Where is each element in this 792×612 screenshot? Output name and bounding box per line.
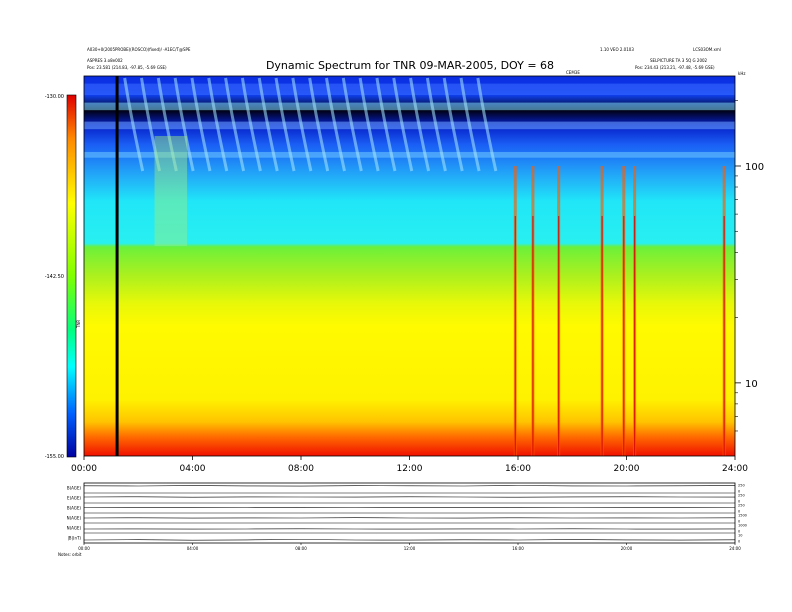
drift-streak [375, 77, 397, 172]
spectral-band [84, 83, 735, 95]
burst-core [601, 216, 603, 456]
panel-right-tick: 0 [738, 540, 740, 544]
chart-title: Dynamic Spectrum for TNR 09-MAR-2005, DO… [265, 59, 555, 72]
drift-streak [173, 77, 195, 172]
drift-streak [291, 77, 313, 172]
panel-label: B(AGE) [67, 506, 82, 511]
data-gap-line [115, 76, 119, 456]
panel-right-tick: 0 [738, 520, 740, 524]
panel-series-line [83, 539, 736, 541]
panel-right-tick: 0 [738, 510, 740, 514]
drift-streak [459, 77, 481, 172]
lower-x-tick-label: 24:00 [729, 546, 741, 551]
header-right-line3: SELPICTURE TA 3 5Q G 2002 [650, 58, 708, 63]
burst-core [723, 216, 725, 456]
lower-x-tick-label: 00:00 [78, 546, 90, 551]
lower-x-tick-label: 08:00 [295, 546, 307, 551]
panel-right-tick: 1000 [738, 524, 747, 528]
drift-streak [308, 77, 330, 172]
burst-core [532, 216, 534, 456]
drift-streak [358, 77, 380, 172]
x-tick-label: 12:00 [397, 464, 423, 474]
spectral-band [84, 102, 735, 111]
x-tick-label: 08:00 [288, 464, 314, 474]
header-left-line3: Pos: 23.581 (214.83, -97.85, -5.69 GSE) [87, 65, 167, 70]
burst-core [558, 216, 560, 456]
drift-streak [392, 77, 414, 172]
header-right-line2: LCS03OM.xml [693, 47, 721, 52]
panel-right-tick: 250 [738, 484, 745, 488]
panel-label: |B|(nT) [67, 536, 81, 541]
drift-streak [476, 77, 498, 172]
header-right-line4: Pos: 234.43 (213.21, -97.48, -5.69 GSE) [635, 65, 715, 70]
colorbar-label: TNR [76, 320, 81, 329]
emission-smear [154, 136, 188, 246]
x-tick-label: 16:00 [505, 464, 531, 474]
y-tick-label: 10 [745, 379, 758, 390]
x-tick-label: 20:00 [614, 464, 640, 474]
colorbar-tick-mid: -142.50 [45, 274, 64, 280]
drift-streak [409, 77, 431, 172]
header-left-line2: ASPRES 3.o8e002 [87, 58, 123, 63]
drift-streak [240, 77, 262, 172]
burst-core [514, 216, 516, 456]
spectral-band [84, 121, 735, 130]
colorbar [66, 94, 77, 458]
drift-streak [190, 77, 212, 172]
colorbar-tick-bottom: -155.00 [45, 454, 64, 460]
drift-streak [425, 77, 447, 172]
panel-label: N(AGE) [67, 526, 82, 531]
lower-x-tick-label: 04:00 [187, 546, 199, 551]
drift-streak [325, 77, 346, 172]
spectrogram-area [84, 76, 735, 456]
panel-right-tick: 0 [738, 530, 740, 534]
footer-notes: Notes: orbit [58, 552, 82, 557]
lower-x-tick-label: 20:00 [621, 546, 633, 551]
x-tick-label: 00:00 [71, 464, 97, 474]
lower-x-tick-label: 16:00 [512, 546, 524, 551]
drift-streak [257, 77, 279, 172]
burst-core [623, 216, 625, 456]
panel-right-tick: 250 [738, 494, 745, 498]
header-left-line1: A030+0(2005PROBE)(ROSCO)(fixed)/ -A1EC/T… [87, 47, 191, 52]
burst-core [634, 216, 636, 456]
panel-label: B(AGE) [67, 486, 82, 491]
panel-series-line [83, 485, 736, 487]
drift-streak [156, 77, 178, 172]
drift-streak [140, 77, 161, 172]
panel-label: E(AGE) [67, 496, 81, 501]
panel-label: N(AGE) [67, 516, 82, 521]
drift-streak [442, 77, 464, 172]
drift-streak [224, 77, 246, 172]
lower-x-tick-label: 12:00 [404, 546, 416, 551]
drift-streak [341, 77, 363, 172]
panel-right-tick: 250 [738, 504, 745, 508]
y-unit-label: kHz [738, 71, 745, 76]
panel-right-tick: 0 [738, 500, 740, 504]
x-tick-label: 04:00 [180, 464, 206, 474]
drift-streak [123, 77, 145, 172]
y-tick-label: 100 [745, 162, 764, 173]
panel-right-tick: 10 [738, 534, 742, 538]
drift-streak [207, 77, 229, 172]
colorbar-tick-top: -130.00 [45, 94, 64, 100]
header-right-mid: CEM3E [566, 70, 580, 75]
header-right-line1: 1.10 VEO 2.0103 [600, 47, 634, 52]
drift-streak [274, 77, 296, 172]
panel-right-tick: 1500 [738, 514, 747, 518]
panel-right-tick: 0 [738, 490, 740, 494]
x-tick-label: 24:00 [722, 464, 748, 474]
